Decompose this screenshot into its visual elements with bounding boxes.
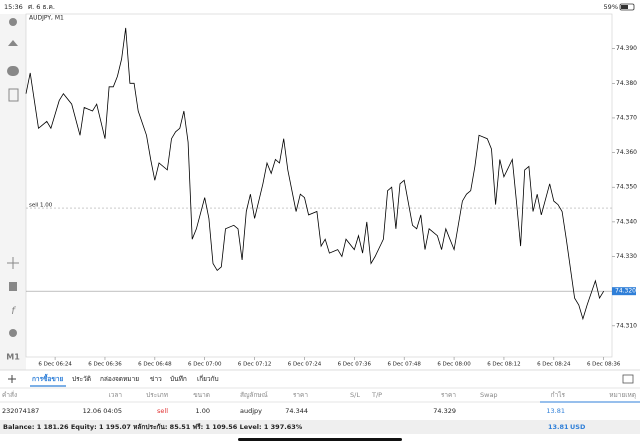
x-tick-label: 6 Dec 06:24 [38, 362, 72, 368]
add-button[interactable] [8, 375, 16, 383]
status-date: ศ. 6 ธ.ค. [28, 3, 55, 11]
x-tick-label: 6 Dec 08:36 [587, 362, 621, 368]
column-header: ประเภท [146, 391, 168, 399]
tool-icon[interactable] [7, 257, 19, 269]
tool-icon[interactable] [8, 88, 19, 102]
tool-icon[interactable] [9, 18, 17, 26]
tab[interactable]: บันทึก [170, 375, 187, 383]
column-header: T/P [371, 391, 382, 399]
x-tick-label: 6 Dec 07:12 [238, 362, 272, 368]
column-header: ราคา [441, 391, 456, 399]
status-time: 15:36 [4, 3, 23, 11]
account-summary: Balance: 1 181.26 Equity: 1 195.07 หลักป… [3, 423, 303, 431]
tab[interactable]: ประวัติ [72, 375, 91, 383]
column-header: กำไร [551, 391, 566, 399]
y-tick-label: 74.340 [616, 218, 637, 225]
table-cell[interactable]: 232074187 [2, 407, 39, 415]
x-tick-label: 6 Dec 06:36 [88, 362, 122, 368]
footer-bar [0, 420, 640, 434]
table-cell[interactable]: sell [157, 407, 168, 415]
x-tick-label: 6 Dec 07:36 [338, 362, 372, 368]
battery-level: 59% [604, 3, 618, 11]
y-tick-label: 74.310 [616, 322, 637, 329]
last-price-box [612, 287, 636, 296]
table-cell[interactable]: 13.81 [546, 407, 565, 415]
y-tick-label: 74.330 [616, 253, 637, 260]
tool-icon[interactable] [8, 40, 18, 46]
table-cell[interactable]: 74.329 [433, 407, 456, 415]
table-cell[interactable]: audjpy [240, 407, 262, 415]
x-tick-label: 6 Dec 06:48 [138, 362, 172, 368]
total-profit: 13.81 [548, 423, 569, 431]
price-line [25, 27, 605, 321]
column-header: ราคา [293, 391, 308, 399]
home-indicator [238, 438, 402, 441]
layout-button[interactable] [622, 374, 634, 384]
x-tick-label: 6 Dec 07:00 [188, 362, 222, 368]
currency: USD [570, 423, 586, 431]
y-tick-label: 74.370 [616, 114, 637, 121]
x-tick-label: 6 Dec 08:12 [487, 362, 521, 368]
table-cell[interactable]: 1.00 [196, 407, 210, 415]
tool-icon[interactable] [7, 66, 19, 76]
tool-icon[interactable] [9, 329, 17, 337]
y-tick-label: 74.360 [616, 149, 637, 156]
tab[interactable]: ข่าว [150, 375, 162, 383]
timeframe-button[interactable]: M1 [6, 353, 20, 362]
column-header: เวลา [108, 391, 122, 399]
table-cell[interactable]: 12.06 04:05 [83, 407, 122, 415]
x-tick-label: 6 Dec 07:48 [387, 362, 421, 368]
tool-icon[interactable] [9, 282, 17, 291]
column-header: Swap [480, 391, 498, 399]
column-header: หมายเหตุ [609, 391, 636, 399]
tab[interactable]: เกี่ยวกับ [197, 374, 219, 383]
order-label: sell 1.00 [29, 203, 53, 209]
table-cell[interactable]: 74.344 [285, 407, 308, 415]
x-tick-label: 6 Dec 08:24 [537, 362, 571, 368]
last-price-label: 74.320 [615, 288, 636, 295]
y-tick-label: 74.380 [616, 80, 637, 87]
battery-icon [619, 3, 635, 11]
column-header: คำสั่ง [2, 390, 17, 399]
column-header: สัญลักษณ์ [240, 391, 268, 399]
tab[interactable]: การซื้อขาย [32, 373, 63, 383]
chart-frame [25, 13, 613, 358]
tool-icon[interactable]: f [11, 306, 16, 317]
column-header: S/L [350, 391, 360, 399]
column-header: ขนาด [193, 391, 210, 399]
battery-fill [621, 5, 628, 9]
chart-title: AUDJPY, M1 [29, 15, 64, 22]
y-tick-label: 74.390 [616, 45, 637, 52]
x-tick-label: 6 Dec 08:00 [437, 362, 471, 368]
y-tick-label: 74.350 [616, 184, 637, 191]
x-tick-label: 6 Dec 07:24 [288, 362, 322, 368]
tab[interactable]: กล่องจดหมาย [100, 375, 139, 383]
